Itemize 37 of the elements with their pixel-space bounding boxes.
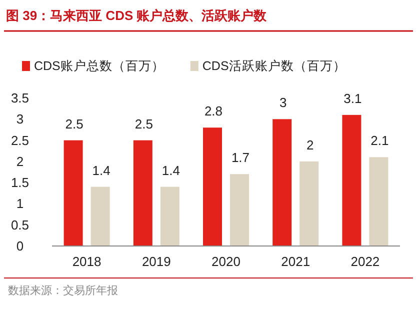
data-label: 2.5 [134,116,153,132]
y-tick-label: 2.5 [10,132,30,148]
data-label: 2.1 [370,133,389,148]
y-tick-label: 0 [16,238,24,254]
data-label: 3 [279,95,287,110]
y-tick-label: 0.5 [10,217,30,232]
bar [272,119,292,246]
bar [230,174,249,246]
bar [64,140,83,246]
bar [133,140,152,246]
y-tick-label: 3 [16,112,24,127]
y-tick-label: 2 [16,154,24,169]
bar [342,114,362,246]
legend-label: CDS账户总数（百万） [34,59,164,73]
data-label: 1.4 [162,162,180,178]
bar [300,161,319,246]
x-tick-label: 2019 [142,254,171,269]
legend-label: CDS活跃账户数（百万） [202,59,346,73]
bar [160,186,180,246]
x-tick-label: 2021 [281,254,310,269]
x-tick-label: 2018 [72,254,102,269]
x-tick-label: 2020 [212,254,240,269]
source-note: 数据来源：交易所年报 [8,284,118,297]
bar [203,128,222,246]
data-label: 2.8 [204,104,223,119]
y-tick-label: 3.5 [10,90,30,106]
data-label: 1.4 [92,162,110,178]
y-tick-label: 1.5 [10,175,30,190]
bar [90,186,110,246]
bar [369,157,388,246]
data-label: 2 [306,137,314,152]
data-label: 3.1 [344,90,362,106]
data-label: 2.5 [65,116,84,132]
chart-title: 图 39：马来西亚 CDS 账户总数、活跃账户数 [6,8,268,23]
x-tick-label: 2022 [350,254,380,269]
y-tick-label: 1 [16,196,24,212]
data-label: 1.7 [231,150,250,166]
